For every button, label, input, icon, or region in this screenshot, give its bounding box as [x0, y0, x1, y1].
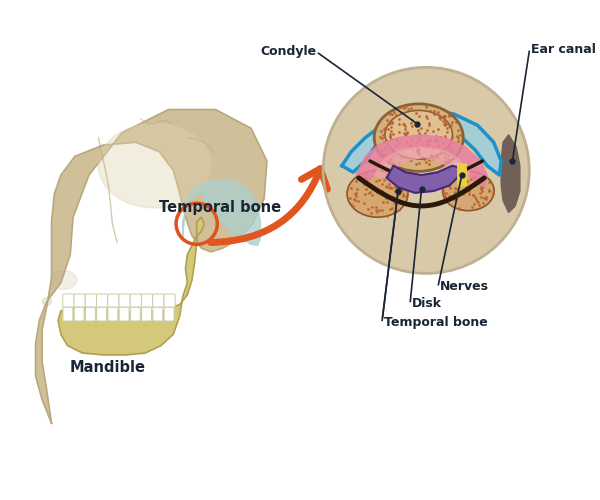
Circle shape: [323, 68, 529, 274]
Ellipse shape: [65, 314, 85, 327]
FancyBboxPatch shape: [164, 308, 174, 321]
Polygon shape: [182, 180, 260, 246]
Text: Mandible: Mandible: [70, 360, 146, 374]
Ellipse shape: [347, 170, 408, 217]
Text: Nerves: Nerves: [440, 280, 489, 293]
Text: Disk: Disk: [412, 297, 442, 310]
FancyBboxPatch shape: [97, 294, 108, 307]
Text: Temporal bone: Temporal bone: [384, 316, 488, 328]
Ellipse shape: [374, 104, 463, 172]
FancyBboxPatch shape: [119, 308, 129, 321]
FancyBboxPatch shape: [153, 308, 163, 321]
Polygon shape: [374, 147, 469, 184]
Text: Ear canal: Ear canal: [531, 43, 596, 56]
FancyBboxPatch shape: [63, 294, 74, 307]
FancyArrowPatch shape: [211, 168, 328, 242]
FancyBboxPatch shape: [164, 294, 175, 307]
FancyBboxPatch shape: [108, 294, 119, 307]
Ellipse shape: [42, 298, 52, 306]
FancyBboxPatch shape: [63, 308, 73, 321]
Polygon shape: [58, 217, 204, 355]
Ellipse shape: [385, 110, 452, 159]
FancyBboxPatch shape: [74, 308, 84, 321]
FancyBboxPatch shape: [152, 294, 164, 307]
FancyBboxPatch shape: [108, 308, 118, 321]
Polygon shape: [356, 135, 487, 187]
FancyBboxPatch shape: [85, 294, 97, 307]
FancyBboxPatch shape: [130, 294, 142, 307]
Ellipse shape: [98, 124, 211, 208]
Polygon shape: [501, 135, 520, 212]
Text: Temporal bone: Temporal bone: [159, 200, 281, 216]
FancyBboxPatch shape: [119, 294, 130, 307]
FancyBboxPatch shape: [130, 308, 140, 321]
Polygon shape: [342, 110, 501, 175]
Polygon shape: [387, 166, 462, 193]
Text: Condyle: Condyle: [260, 45, 317, 58]
FancyBboxPatch shape: [142, 294, 152, 307]
FancyBboxPatch shape: [142, 308, 152, 321]
Ellipse shape: [50, 270, 77, 289]
FancyBboxPatch shape: [85, 308, 95, 321]
Polygon shape: [35, 110, 267, 424]
FancyBboxPatch shape: [97, 308, 107, 321]
FancyBboxPatch shape: [74, 294, 85, 307]
Ellipse shape: [443, 172, 494, 210]
